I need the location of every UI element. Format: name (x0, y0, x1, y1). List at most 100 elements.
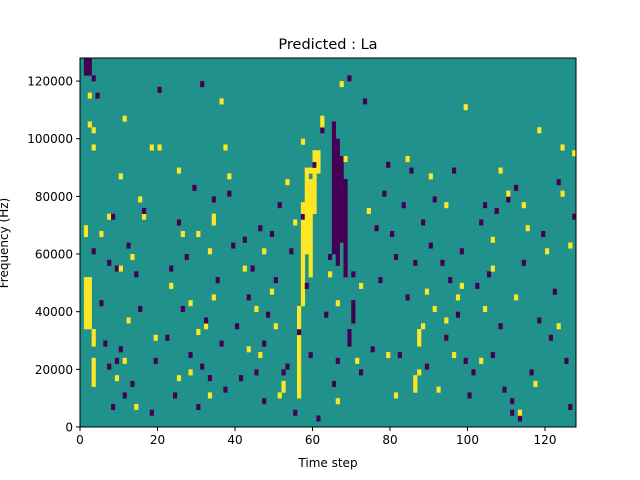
heatmap-cell-high (300, 202, 306, 209)
heatmap-cell-low (343, 230, 348, 238)
heatmap-cell-high (436, 386, 441, 393)
heatmap-cell-low (343, 219, 348, 226)
heatmap-cell-high (87, 300, 92, 307)
heatmap-cell-low (331, 213, 337, 220)
heatmap-cell-high (118, 173, 123, 180)
heatmap-cell-high (304, 219, 309, 226)
heatmap-cell-low (142, 207, 147, 214)
heatmap-cell-high (262, 248, 267, 255)
heatmap-cell-high (122, 115, 127, 122)
heatmap-cell-low (331, 150, 337, 157)
heatmap-cell-high (122, 357, 127, 364)
y-axis-label: Frequency (Hz) (0, 198, 11, 289)
heatmap-cell-high (459, 282, 464, 289)
heatmap-cell-low (242, 236, 247, 243)
heatmap-cell-high (281, 380, 286, 387)
heatmap-cell-low (196, 403, 201, 411)
heatmap-cell-low (114, 265, 120, 272)
heatmap-background (80, 58, 576, 427)
heatmap-cell-low (335, 138, 340, 145)
heatmap-cell-low (176, 219, 182, 226)
heatmap-cell-low (87, 63, 92, 70)
heatmap-cell-high (304, 184, 309, 191)
heatmap-cell-low (448, 277, 453, 284)
heatmap-cell-high (297, 369, 302, 376)
heatmap-cell-high (312, 167, 317, 174)
heatmap-cell-high (297, 352, 302, 359)
heatmap-cell-high (545, 248, 550, 255)
heatmap-cell-high (211, 294, 216, 301)
y-tick-label: 40000 (35, 305, 73, 319)
heatmap-cell-high (300, 271, 306, 278)
axes-frame (79, 57, 577, 428)
heatmap-cell-low (331, 161, 337, 168)
heatmap-cell-high (297, 323, 302, 330)
heatmap-cell-low (339, 179, 344, 186)
y-tick-label: 80000 (35, 190, 73, 204)
heatmap-cell-high (87, 282, 92, 289)
heatmap-cell-low (262, 398, 267, 405)
heatmap-cell-low (467, 392, 472, 399)
heatmap-cell-high (308, 242, 313, 249)
heatmap-cell-low (339, 236, 344, 243)
heatmap-cell-low (122, 392, 127, 399)
heatmap-cell-high (130, 254, 135, 261)
heatmap-cell-low (471, 369, 476, 376)
heatmap-cell-high (91, 363, 96, 370)
heatmap-cell-high (246, 346, 251, 353)
heatmap-cell-low (335, 190, 340, 197)
heatmap-cell-low (83, 58, 89, 65)
heatmap-cell-low (335, 144, 340, 151)
heatmap-cell-high (421, 323, 426, 330)
heatmap-cell-low (335, 230, 340, 238)
heatmap-cell-high (114, 375, 120, 382)
heatmap-cell-low (308, 352, 313, 359)
heatmap-cell-high (316, 161, 321, 168)
y-tick-label: 0 (65, 421, 73, 435)
heatmap-cell-low (537, 317, 542, 324)
heatmap-cell-high (87, 288, 92, 295)
heatmap-cell-high (316, 156, 321, 163)
heatmap-cell-low (246, 294, 251, 301)
heatmap-cell-high (91, 375, 96, 382)
heatmap-cell-low (382, 190, 387, 197)
heatmap-cell-low (335, 156, 340, 163)
heatmap-cell-high (176, 375, 182, 382)
heatmap-cell-low (498, 323, 503, 330)
heatmap-cell-low (335, 207, 340, 214)
heatmap-cell-low (339, 196, 344, 203)
heatmap-cell-low (339, 167, 344, 174)
heatmap-cell-high (134, 403, 139, 411)
heatmap-cell-high (452, 352, 457, 359)
heatmap-cell-low (335, 179, 340, 186)
heatmap-cell-low (347, 340, 352, 347)
heatmap-cell-low (331, 156, 337, 163)
heatmap-cell-low (215, 277, 220, 284)
heatmap-cell-high (300, 230, 306, 238)
heatmap-cell-high (417, 340, 422, 347)
heatmap-cell-low (335, 202, 340, 209)
x-tick-label: 120 (534, 433, 557, 447)
heatmap-cell-high (219, 98, 224, 105)
heatmap-cell-high (316, 150, 321, 157)
heatmap-cell-high (188, 300, 193, 307)
heatmap-cell-high (300, 294, 306, 301)
heatmap-cell-low (517, 415, 523, 422)
heatmap-cell-low (300, 213, 306, 220)
heatmap-cell-high (308, 202, 313, 209)
heatmap-cell-low (335, 173, 340, 180)
heatmap-cell-low (335, 213, 340, 220)
heatmap-cell-high (83, 225, 89, 232)
heatmap-cell-high (479, 357, 484, 364)
heatmap-cell-low (374, 225, 379, 232)
heatmap-cell-high (304, 225, 309, 232)
heatmap-cell-low (188, 352, 193, 359)
heatmap-cell-high (312, 179, 317, 186)
heatmap-cell-low (165, 334, 170, 341)
heatmap-cell-high (428, 173, 433, 180)
heatmap-cell-low (335, 225, 340, 232)
heatmap-cell-low (223, 386, 228, 393)
heatmap-cell-high (304, 173, 309, 180)
heatmap-cell-low (347, 75, 352, 82)
heatmap-cell-low (335, 254, 340, 261)
